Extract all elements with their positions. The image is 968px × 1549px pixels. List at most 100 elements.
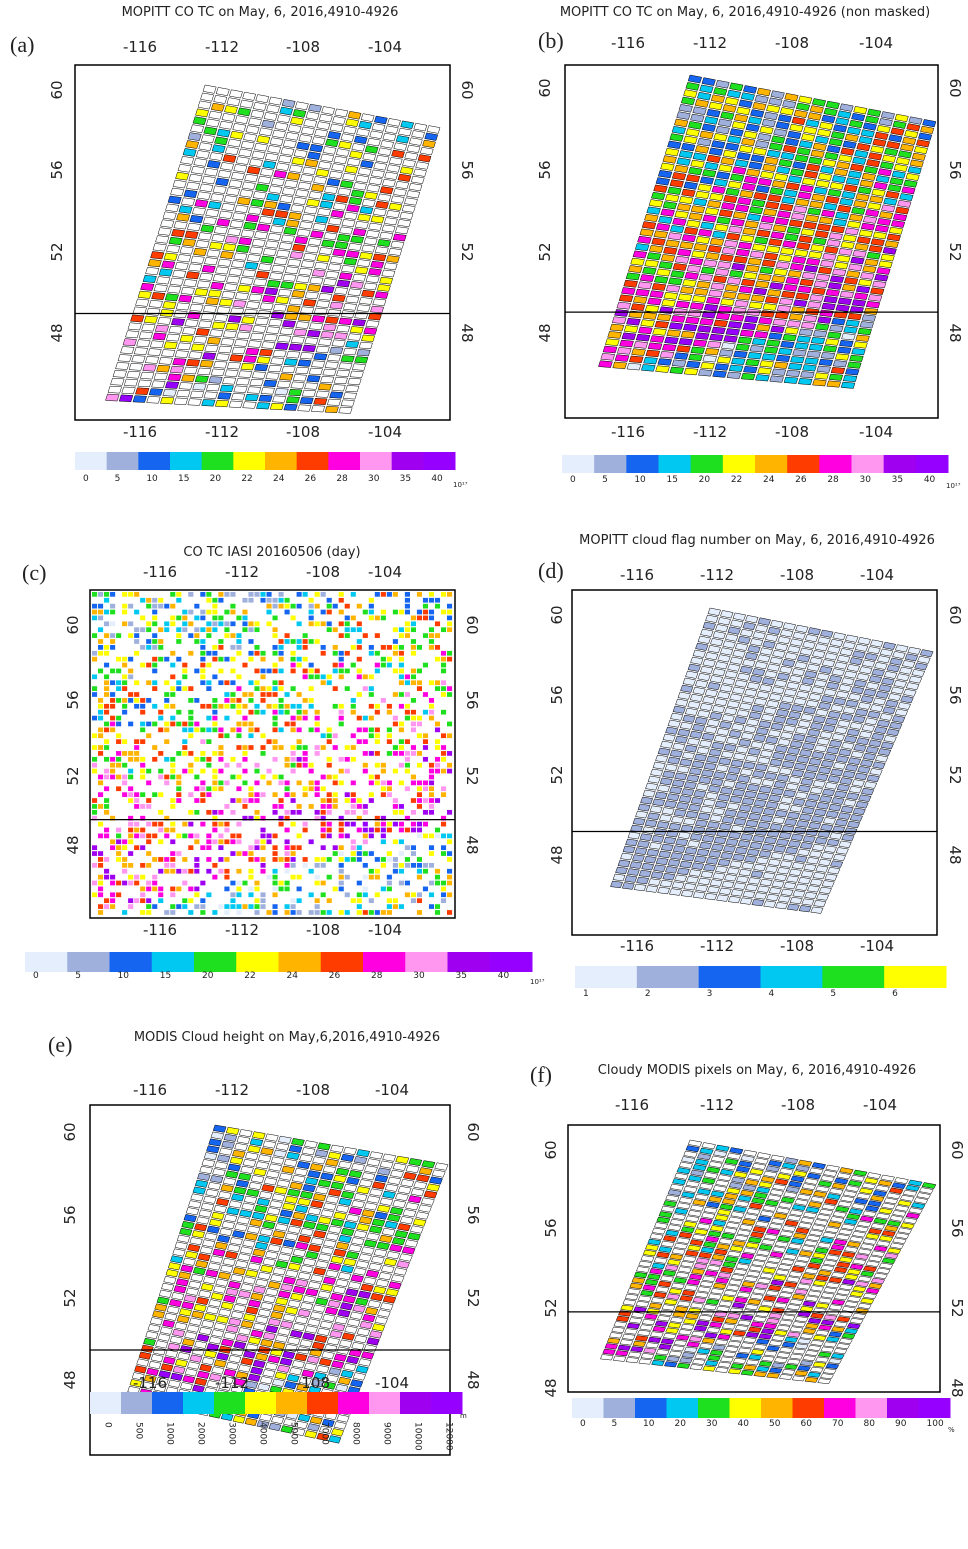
swath-cell (393, 234, 406, 241)
swath-cell (200, 798, 205, 803)
swath-cell (104, 828, 109, 833)
swath-cell (245, 394, 259, 401)
swath-cell (323, 369, 336, 376)
swath-cell (230, 704, 235, 709)
swath-cell (176, 834, 181, 839)
swath-cell (823, 346, 837, 353)
swath-cell (127, 371, 141, 378)
swath-cell (182, 822, 187, 827)
swath-cell (134, 651, 139, 656)
swath-cell (297, 781, 302, 786)
swath-cell (843, 375, 857, 381)
swath-cell (345, 798, 350, 803)
lat-tick-label: 48 (464, 1370, 482, 1389)
swath-cell (236, 645, 241, 650)
lon-tick-label: -116 (620, 937, 654, 955)
swath-cell (171, 229, 184, 237)
swath-cell (417, 751, 422, 756)
swath-cell (315, 727, 320, 732)
swath-cell (774, 846, 786, 853)
swath-cell (429, 639, 434, 644)
swath-cell (188, 399, 202, 406)
swath-cell (786, 847, 798, 854)
swath-cell (212, 810, 217, 815)
swath-cell (285, 881, 290, 886)
swath-cell (298, 314, 311, 321)
swath-cell (104, 757, 109, 762)
swath-cell (761, 310, 775, 317)
swath-cell (339, 769, 344, 774)
swath-cell (719, 350, 733, 357)
swath-cell (363, 810, 368, 815)
swath-cell (402, 205, 415, 212)
swath-cell (213, 186, 226, 194)
swath-cell (646, 783, 658, 790)
swath-cell (379, 277, 392, 284)
swath-cell (789, 314, 803, 321)
swath-cell (104, 857, 109, 862)
swath-cell (375, 822, 380, 827)
swath-cell (796, 884, 808, 891)
swath-cell (124, 379, 138, 386)
swath-cell (743, 366, 757, 373)
colorbar-label: 22 (241, 474, 252, 484)
swath-cell (399, 904, 404, 909)
swath-cell (387, 657, 392, 662)
colorbar-cell (448, 952, 491, 972)
swath-cell (348, 378, 361, 385)
swath-cell (447, 733, 452, 738)
swath-cell (186, 182, 199, 190)
swath-cell (779, 298, 793, 305)
swath-cell (769, 283, 783, 290)
colorbar-cell (490, 952, 533, 972)
swath-cell (799, 905, 811, 912)
colorbar-label: 28 (371, 971, 383, 981)
swath-cell (847, 362, 861, 369)
swath-cell (344, 212, 357, 219)
swath-cell (212, 863, 217, 868)
swath-cell (711, 283, 725, 290)
swath-cell (799, 329, 813, 336)
swath-cell (140, 739, 145, 744)
swath-cell (713, 371, 727, 378)
swath-cell (241, 230, 254, 238)
swath-cell (255, 318, 268, 325)
lon-tick-label: -108 (780, 937, 814, 955)
swath-cell (182, 663, 187, 668)
swath-cell (738, 337, 752, 344)
swath-cell (110, 680, 115, 685)
swath-cell (145, 356, 159, 363)
swath-cell (188, 733, 193, 738)
swath-cell (194, 669, 199, 674)
swath-cell (315, 857, 320, 862)
lat-tick-label: 48 (458, 323, 476, 342)
swath-cell (170, 828, 175, 833)
colorbar-cell (214, 1392, 246, 1414)
swath-cell (128, 633, 133, 638)
swath-cell (351, 592, 356, 597)
swath-cell (104, 904, 109, 909)
swath-cell (297, 739, 302, 744)
swath-cell (170, 904, 175, 909)
swath-cell (239, 237, 252, 245)
swath-cell (230, 604, 235, 609)
swath-cell (348, 289, 361, 296)
colorbar-label: 26 (795, 475, 807, 485)
swath-cell (170, 769, 175, 774)
swath-cell (718, 859, 730, 866)
swath-cell (640, 229, 654, 236)
swath-cell (346, 296, 359, 303)
swath-cell (116, 786, 121, 791)
swath-cell (273, 710, 278, 715)
swath-cell (658, 785, 670, 792)
swath-cell (146, 834, 151, 839)
swath-cell (248, 722, 253, 727)
swath-cell (291, 792, 296, 797)
swath-cell (636, 289, 650, 296)
swath-cell (351, 898, 356, 903)
swath-cell (387, 592, 392, 597)
swath-cell (315, 810, 320, 815)
swath-cell (661, 254, 675, 261)
swath-cell (686, 811, 698, 818)
swath-cell (236, 710, 241, 715)
